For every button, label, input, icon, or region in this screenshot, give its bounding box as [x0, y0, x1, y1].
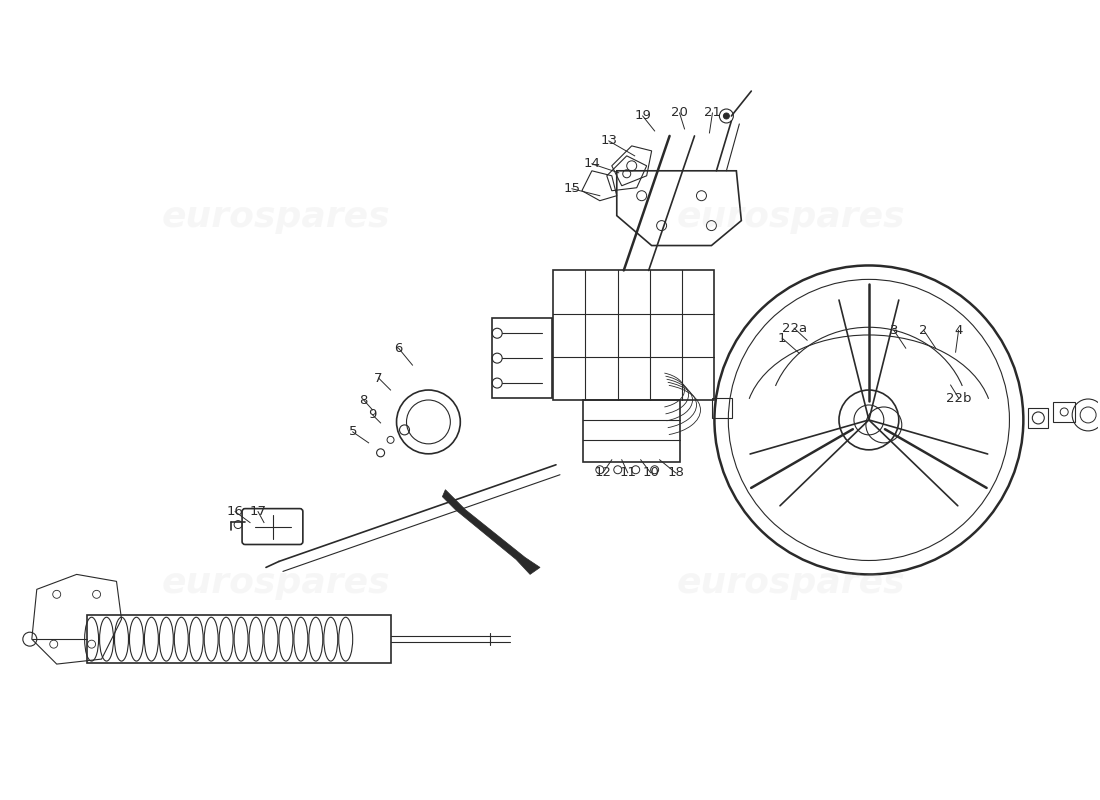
Text: 1: 1 — [778, 332, 786, 345]
Text: 13: 13 — [601, 134, 617, 147]
Text: 17: 17 — [250, 505, 266, 518]
Text: 5: 5 — [349, 426, 356, 438]
Text: 4: 4 — [955, 324, 962, 337]
Text: 22a: 22a — [782, 322, 806, 334]
Text: 20: 20 — [671, 106, 688, 119]
Polygon shape — [442, 490, 540, 574]
Text: 2: 2 — [920, 324, 928, 337]
Text: 12: 12 — [594, 466, 612, 479]
Text: 6: 6 — [394, 342, 403, 354]
Text: 8: 8 — [360, 394, 367, 406]
Text: 11: 11 — [619, 466, 636, 479]
Text: eurospares: eurospares — [676, 566, 905, 600]
Text: 21: 21 — [704, 106, 720, 119]
Text: 14: 14 — [583, 158, 601, 170]
Text: eurospares: eurospares — [162, 200, 390, 234]
Text: eurospares: eurospares — [162, 566, 390, 600]
Text: 3: 3 — [890, 324, 898, 337]
Text: 9: 9 — [368, 409, 377, 422]
Text: 19: 19 — [635, 110, 651, 122]
Text: 10: 10 — [642, 466, 659, 479]
Circle shape — [724, 113, 729, 119]
Text: 7: 7 — [374, 371, 383, 385]
Text: eurospares: eurospares — [676, 200, 905, 234]
Text: 15: 15 — [563, 182, 581, 195]
Text: 18: 18 — [667, 466, 684, 479]
Text: 16: 16 — [227, 505, 243, 518]
Text: 22b: 22b — [946, 391, 971, 405]
